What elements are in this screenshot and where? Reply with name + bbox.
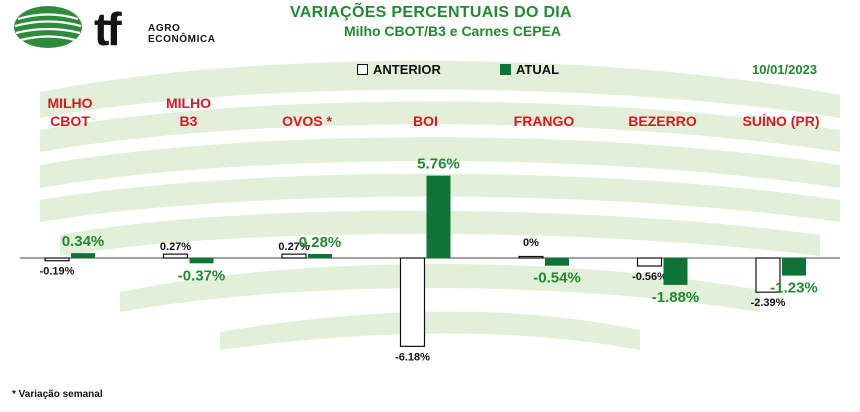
- globe-icon: [14, 6, 82, 48]
- bar-anterior-label: 0.27%: [278, 241, 309, 253]
- bar-atual-label: -1.23%: [770, 280, 818, 297]
- legend-current-swatch: [500, 64, 511, 75]
- brand-mark: tf: [94, 3, 122, 55]
- bar-anterior: [162, 253, 189, 259]
- legend-previous-swatch: [357, 64, 368, 75]
- page-title: VARIAÇÕES PERCENTUAIS DO DIA: [290, 4, 572, 21]
- legend-previous: ANTERIOR: [357, 62, 441, 78]
- category-label: MILHO: [166, 95, 211, 111]
- bar-atual-label: -0.37%: [178, 267, 226, 284]
- category-label: MILHO: [47, 95, 92, 111]
- bar-atual-label: 5.76%: [417, 156, 460, 173]
- bar-atual: [545, 258, 569, 266]
- bar-anterior-label: -6.18%: [395, 351, 430, 363]
- bar-anterior: [44, 257, 70, 262]
- bar-anterior-label: -0.56%: [632, 271, 667, 283]
- report-date: 10/01/2023: [752, 62, 818, 77]
- bar-anterior-label: -0.19%: [40, 266, 75, 278]
- bar-atual: [71, 253, 95, 258]
- legend-current: ATUAL: [500, 62, 559, 78]
- bar-atual-label: -0.54%: [533, 270, 581, 287]
- category-label: FRANGO: [514, 113, 575, 129]
- brand-logo: tf AGRO ECONÔMICA: [12, 3, 252, 55]
- bar-atual-label: 0.28%: [299, 234, 342, 251]
- category-label: BOI: [413, 113, 438, 129]
- bar-anterior: [636, 257, 663, 267]
- bar-anterior-label: -2.39%: [751, 297, 786, 309]
- bar-atual-label: -1.88%: [652, 289, 700, 306]
- footnote: * Variação semanal: [12, 389, 103, 400]
- bar-anterior: [518, 255, 544, 259]
- bar-atual-label: 0.34%: [62, 233, 105, 250]
- bar-atual: [308, 253, 332, 258]
- page-subtitle: Milho CBOT/B3 e Carnes CEPEA: [344, 23, 562, 39]
- bar-atual: [189, 258, 214, 264]
- bar-atual: [426, 175, 451, 258]
- brand-name: AGRO ECONÔMICA: [148, 23, 216, 45]
- bar-atual: [782, 258, 806, 276]
- category-label: CBOT: [50, 113, 90, 129]
- bar-anterior: [755, 257, 781, 293]
- category-label: OVOS *: [282, 113, 332, 129]
- bar-anterior: [399, 257, 426, 347]
- category-label: BEZERRO: [628, 113, 697, 129]
- category-label: B3: [180, 113, 198, 129]
- bar-anterior-label: 0.27%: [160, 241, 191, 253]
- category-label: SUÍNO (PR): [743, 113, 820, 129]
- bar-anterior: [281, 253, 307, 259]
- bar-atual: [663, 258, 688, 285]
- bar-anterior-label: 0%: [523, 237, 539, 249]
